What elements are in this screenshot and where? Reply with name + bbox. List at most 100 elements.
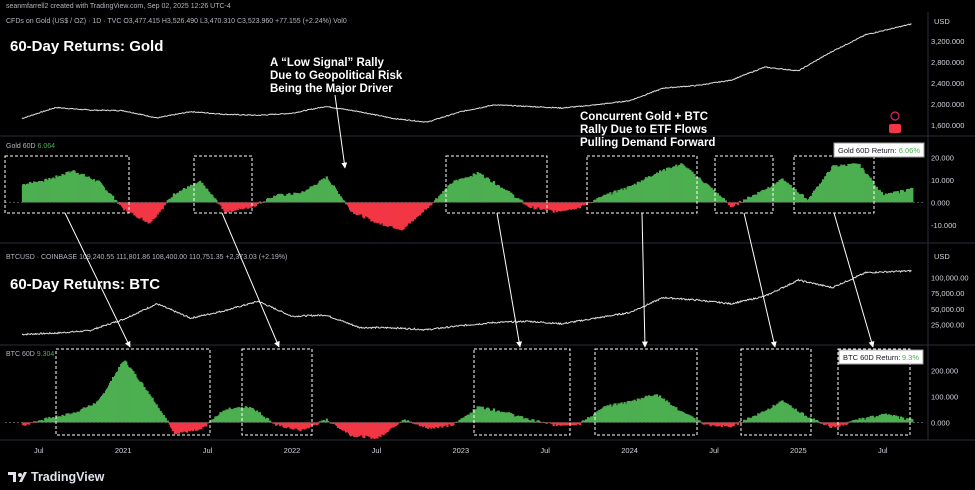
gold-return-bar [712, 189, 715, 203]
btc-return-bar [743, 419, 746, 423]
btc-return-bar [842, 422, 845, 426]
gold-return-bar [267, 198, 270, 203]
x-tick: Jul [878, 446, 888, 455]
gold-return-bar [805, 200, 808, 203]
gold-pane-title: 60-Day Returns: Gold [10, 38, 163, 55]
x-tick: 2022 [284, 446, 301, 455]
currency-label-btc: USD [934, 252, 950, 261]
annotation-etf-2: Rally Due to ETF Flows [580, 124, 707, 136]
btc-return-bar [326, 421, 329, 423]
btc-return-tick: 100.000 [931, 393, 958, 402]
btc-price-tick: 100,000.00 [931, 274, 969, 283]
btc-return-bar [709, 422, 712, 427]
btc-return-bar [317, 422, 320, 424]
btc-return-bar [538, 421, 541, 423]
btc-return-bar [129, 367, 132, 423]
gold-return-bar [161, 202, 164, 210]
gold-return-bar [118, 202, 121, 203]
gold-return-bar [129, 202, 132, 212]
gold-return-bar [752, 195, 755, 203]
gold-return-bar [590, 202, 593, 203]
gold-price-tick: 3,200.000 [931, 37, 964, 46]
btc-pane-title: 60-Day Returns: BTC [10, 276, 160, 293]
gold-return-bar [742, 202, 745, 203]
gold-return-bar [734, 202, 738, 204]
gold-return-callout: Gold 60D Return: 6.06% [833, 142, 925, 158]
btc-return-callout: BTC 60D Return: 9.3% [838, 349, 924, 365]
gold-return-bar [261, 202, 265, 203]
btc-return-bar [532, 419, 535, 423]
btc-return-bar [166, 420, 169, 423]
axis-ticks: 3,200.000 2,800.000 2,400.000 2,000.000 1,60… [34, 37, 969, 455]
btc-symbol-line: BTCUSD · COINBASE 109,240.55 111,801.86 … [6, 254, 287, 261]
btc-callout-label: BTC 60D Return: [843, 353, 901, 362]
gold-price-path [21, 23, 912, 123]
news-icon[interactable] [889, 124, 901, 133]
btc-return-bar [542, 422, 545, 423]
arrow-4 [641, 212, 648, 348]
gold-return-bar [256, 202, 260, 204]
btc-return-bar [516, 416, 519, 423]
btc-return-bar [818, 422, 821, 424]
tradingview-logo-mark [8, 472, 27, 482]
gold-return-bar [801, 194, 804, 203]
arrow-3 [496, 212, 523, 348]
x-tick: Jul [203, 446, 213, 455]
gold-return-bar [42, 181, 45, 203]
gold-return-bar [163, 202, 166, 206]
btc-return-bar [819, 421, 822, 423]
arrow-5 [743, 212, 777, 348]
btc-return-bar [712, 422, 715, 425]
btc-return-bar [455, 421, 458, 423]
btc-return-bar [821, 422, 824, 424]
gold-price-tick: 2,800.000 [931, 58, 964, 67]
gold-return-bar [555, 202, 558, 213]
btc-return-bar [696, 420, 699, 423]
btc-return-bar [325, 418, 328, 423]
gold-return-bar [739, 200, 742, 203]
gold-return-bar [247, 202, 250, 209]
brand-name: TradingView [31, 470, 105, 484]
btc-return-bar [396, 422, 399, 425]
btc-return-bar [205, 422, 208, 427]
annotation-geo-3: Being the Major Driver [270, 83, 393, 95]
btc-return-bar [327, 421, 330, 423]
gold-return-bar [430, 202, 433, 206]
btc-return-bar [446, 422, 449, 427]
btc-return-bar [910, 418, 913, 423]
gold-return-tick: 0.000 [931, 198, 950, 207]
btc-return-bar [578, 422, 582, 425]
btc-return-bar [38, 420, 41, 423]
gold-return-bar [428, 202, 431, 207]
x-tick: 2021 [115, 446, 132, 455]
gold-return-bar [791, 187, 794, 203]
alert-icon[interactable] [890, 111, 900, 121]
btc-return-bar [858, 418, 861, 423]
btc-return-bar [543, 422, 546, 423]
btc-return-bar [316, 422, 319, 425]
gold-return-bar [259, 202, 263, 204]
gold-return-tick: -10.000 [931, 221, 956, 230]
btc-return-bar [574, 422, 578, 426]
gold-return-bar [594, 199, 597, 203]
x-tick: Jul [709, 446, 719, 455]
btc-return-bar [164, 418, 167, 423]
btc-return-bar [847, 421, 850, 423]
btc-return-bar [698, 420, 701, 423]
author-line: seanmfarrell2 created with TradingView.c… [6, 3, 231, 10]
btc-return-bar [791, 407, 794, 423]
btc-return-bar [28, 422, 31, 425]
arrow-geo [334, 94, 348, 169]
btc-return-bar [331, 422, 334, 424]
btc-price-tick: 25,000.00 [931, 320, 964, 329]
arrow-6 [833, 212, 875, 348]
btc-return-bar [839, 422, 842, 426]
btc-return-bar [454, 422, 457, 423]
gold-return-bar [870, 181, 873, 203]
gold-return-bar [743, 199, 746, 203]
gold-return-bar [254, 202, 257, 207]
btc-return-bar [699, 421, 702, 423]
x-tick: Jul [372, 446, 382, 455]
gold-price-tick: 2,400.000 [931, 79, 964, 88]
x-tick: 2023 [452, 446, 469, 455]
